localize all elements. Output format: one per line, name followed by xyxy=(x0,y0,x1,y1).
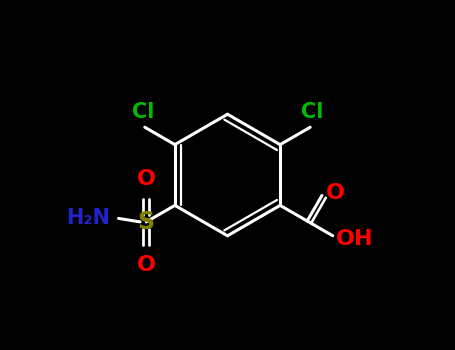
Text: Cl: Cl xyxy=(132,102,154,122)
Text: O: O xyxy=(137,255,156,275)
Text: Cl: Cl xyxy=(301,102,323,122)
Text: S: S xyxy=(138,210,155,234)
Text: O: O xyxy=(325,183,344,203)
Text: OH: OH xyxy=(336,229,374,248)
Text: H₂N: H₂N xyxy=(66,208,110,229)
Text: O: O xyxy=(137,169,156,189)
